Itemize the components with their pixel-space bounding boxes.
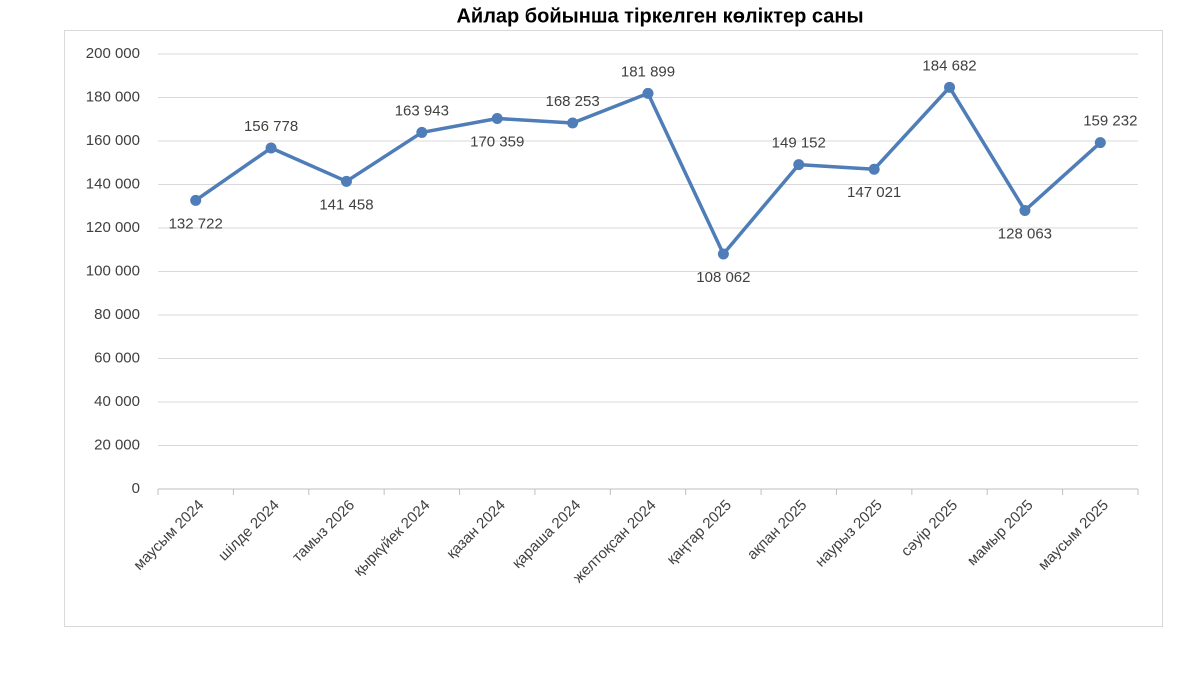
y-tick-label: 60 000 [94,349,140,366]
y-tick-label: 80 000 [94,306,140,323]
data-point [340,175,352,187]
data-point [190,194,202,206]
data-label: 147 021 [847,184,901,201]
data-point [265,142,277,154]
y-tick-label: 140 000 [86,175,140,192]
y-tick-label: 200 000 [86,45,140,62]
chart-frame [64,30,1163,627]
data-point [642,87,654,99]
y-tick-label: 180 000 [86,88,140,105]
data-point [1019,204,1031,216]
data-label: 163 943 [395,102,449,119]
data-label: 128 063 [998,225,1052,242]
data-label: 108 062 [696,269,750,286]
data-label: 170 359 [470,133,524,150]
y-tick-label: 160 000 [86,132,140,149]
data-point [944,81,956,93]
chart-title: Айлар бойынша тіркелген көліктер саны [456,5,863,27]
data-label: 168 253 [545,93,599,110]
y-tick-label: 20 000 [94,436,140,453]
data-point [868,163,880,175]
data-label: 132 722 [169,215,223,232]
data-point [793,159,805,171]
y-tick-label: 120 000 [86,219,140,236]
data-label: 141 458 [319,196,373,213]
y-tick-label: 40 000 [94,393,140,410]
data-point [717,248,729,260]
y-tick-label: 100 000 [86,262,140,279]
y-tick-label: 0 [132,480,140,497]
data-point [491,112,503,124]
data-point [567,117,579,129]
data-label: 184 682 [922,57,976,74]
data-point [1094,137,1106,149]
data-label: 149 152 [772,135,826,152]
data-label: 156 778 [244,118,298,135]
data-label: 159 232 [1083,113,1137,130]
data-label: 181 899 [621,63,675,80]
data-point [416,126,428,138]
